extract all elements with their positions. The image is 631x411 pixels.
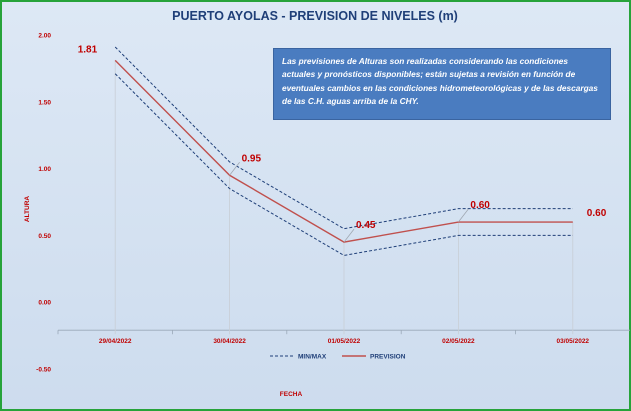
y-tick-label: 1.50	[38, 99, 51, 106]
y-tick-label: 0.00	[38, 300, 51, 307]
y-tick-label: -0.50	[36, 367, 51, 374]
legend-prevision-label: PREVISION	[370, 354, 406, 361]
x-tick-label: 29/04/2022	[99, 338, 132, 345]
data-label: 0.45	[356, 220, 376, 231]
y-tick-label: 2.00	[38, 33, 51, 40]
x-tick-label: 30/04/2022	[213, 338, 246, 345]
chart-title: PUERTO AYOLAS - PREVISION DE NIVELES (m)	[172, 9, 458, 23]
data-label: 0.60	[587, 208, 607, 219]
data-label: 1.81	[78, 44, 98, 55]
x-tick-label: 02/05/2022	[442, 338, 475, 345]
data-label-leader	[229, 162, 240, 176]
data-label-leader	[343, 228, 355, 243]
y-axis-title: ALTURA	[24, 196, 31, 223]
forecast-disclaimer-note: Las previsiones de Alturas son realizada…	[273, 48, 611, 120]
legend: MIN/MAX PREVISION	[270, 354, 406, 361]
y-tick-label: 0.50	[38, 233, 51, 240]
x-tick-label: 01/05/2022	[328, 338, 361, 345]
data-label: 0.95	[242, 153, 262, 164]
data-label-leader	[458, 208, 469, 223]
data-label: 0.60	[470, 200, 490, 211]
plot-area: 2.00 1.50 1.00 0.50 0.00 -0.50 29/04/2022 30/04…	[36, 33, 630, 374]
y-tick-label: 1.00	[38, 166, 51, 173]
legend-minmax-label: MIN/MAX	[298, 354, 327, 361]
x-axis-title: FECHA	[280, 391, 303, 398]
x-tick-label: 03/05/2022	[557, 338, 590, 345]
